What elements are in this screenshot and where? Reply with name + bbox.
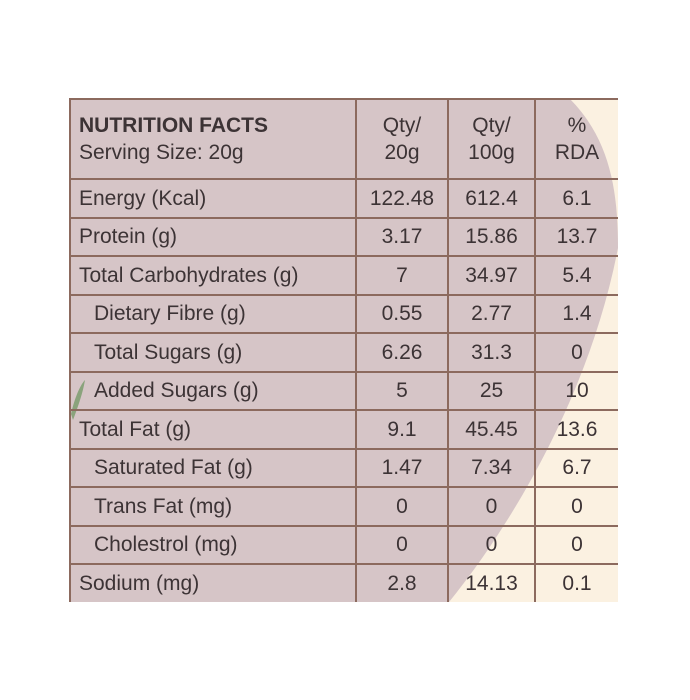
rda-value: 0 — [534, 486, 618, 527]
row-label: Saturated Fat (g) — [69, 447, 357, 488]
rda-value: 1.4 — [534, 293, 618, 334]
rda-value: 0 — [534, 524, 618, 565]
qty-100g-value: 31.3 — [447, 332, 536, 373]
table-row-trans-fat: Trans Fat (mg) 0 0 0 — [69, 486, 618, 527]
table-row-total-sugars: Total Sugars (g) 6.26 31.3 0 — [69, 332, 618, 373]
header-qty-20g: Qty/ 20g — [355, 98, 449, 180]
rda-value: 0.1 — [534, 563, 618, 602]
qty-20g-value: 0 — [355, 486, 449, 527]
table-row-sodium: Sodium (mg) 2.8 14.13 0.1 — [69, 563, 618, 602]
header-qty-20g-line2: 20g — [384, 141, 420, 164]
serving-size: Serving Size: 20g — [79, 141, 244, 164]
header-qty-100g-line2: 100g — [468, 141, 515, 164]
qty-20g-value: 1.47 — [355, 447, 449, 488]
qty-100g-value: 34.97 — [447, 255, 536, 296]
qty-20g-value: 3.17 — [355, 216, 449, 257]
row-label: Sodium (mg) — [69, 563, 357, 602]
nutrition-facts-title: NUTRITION FACTS — [79, 113, 268, 137]
table-row-total-fat: Total Fat (g) 9.1 45.45 13.6 — [69, 409, 618, 450]
qty-100g-value: 612.4 — [447, 178, 536, 219]
qty-20g-value: 0 — [355, 524, 449, 565]
rda-value: 6.1 — [534, 178, 618, 219]
row-label: Dietary Fibre (g) — [69, 293, 357, 334]
row-label: Total Carbohydrates (g) — [69, 255, 357, 296]
rda-value: 13.6 — [534, 409, 618, 450]
table-row-saturated-fat: Saturated Fat (g) 1.47 7.34 6.7 — [69, 447, 618, 488]
rda-value: 0 — [534, 332, 618, 373]
row-label: Total Fat (g) — [69, 409, 357, 450]
rda-value: 6.7 — [534, 447, 618, 488]
table-row-protein: Protein (g) 3.17 15.86 13.7 — [69, 216, 618, 257]
qty-100g-value: 2.77 — [447, 293, 536, 334]
qty-100g-value: 25 — [447, 370, 536, 411]
rda-value: 5.4 — [534, 255, 618, 296]
row-label: Cholestrol (mg) — [69, 524, 357, 565]
header-rda: % RDA — [534, 98, 618, 180]
row-label: Total Sugars (g) — [69, 332, 357, 373]
row-label: Protein (g) — [69, 216, 357, 257]
nutrition-facts-table: NUTRITION FACTS Serving Size: 20g Qty/ 2… — [69, 98, 618, 602]
qty-20g-value: 5 — [355, 370, 449, 411]
qty-100g-value: 0 — [447, 486, 536, 527]
qty-20g-value: 0.55 — [355, 293, 449, 334]
row-label: Energy (Kcal) — [69, 178, 357, 219]
header-rda-line1: % — [567, 113, 587, 137]
table-header-row: NUTRITION FACTS Serving Size: 20g Qty/ 2… — [69, 98, 618, 180]
rda-value: 13.7 — [534, 216, 618, 257]
qty-20g-value: 9.1 — [355, 409, 449, 450]
table-row-total-carbohydrates: Total Carbohydrates (g) 7 34.97 5.4 — [69, 255, 618, 296]
table-row-dietary-fibre: Dietary Fibre (g) 0.55 2.77 1.4 — [69, 293, 618, 334]
qty-100g-value: 45.45 — [447, 409, 536, 450]
table-row-cholestrol: Cholestrol (mg) 0 0 0 — [69, 524, 618, 565]
row-label: Added Sugars (g) — [69, 370, 357, 411]
header-title-cell: NUTRITION FACTS Serving Size: 20g — [69, 98, 357, 180]
qty-100g-value: 14.13 — [447, 563, 536, 602]
row-label: Trans Fat (mg) — [69, 486, 357, 527]
qty-20g-value: 2.8 — [355, 563, 449, 602]
header-qty-100g: Qty/ 100g — [447, 98, 536, 180]
qty-100g-value: 15.86 — [447, 216, 536, 257]
qty-20g-value: 6.26 — [355, 332, 449, 373]
qty-100g-value: 0 — [447, 524, 536, 565]
qty-20g-value: 122.48 — [355, 178, 449, 219]
qty-100g-value: 7.34 — [447, 447, 536, 488]
nutrition-panel: NUTRITION FACTS Serving Size: 20g Qty/ 2… — [69, 98, 618, 602]
table-row-added-sugars: Added Sugars (g) 5 25 10 — [69, 370, 618, 411]
qty-20g-value: 7 — [355, 255, 449, 296]
header-rda-line2: RDA — [554, 141, 600, 164]
rda-value: 10 — [534, 370, 618, 411]
table-row-energy: Energy (Kcal) 122.48 612.4 6.1 — [69, 178, 618, 219]
header-qty-20g-line1: Qty/ — [382, 113, 422, 137]
header-qty-100g-line1: Qty/ — [472, 113, 511, 137]
